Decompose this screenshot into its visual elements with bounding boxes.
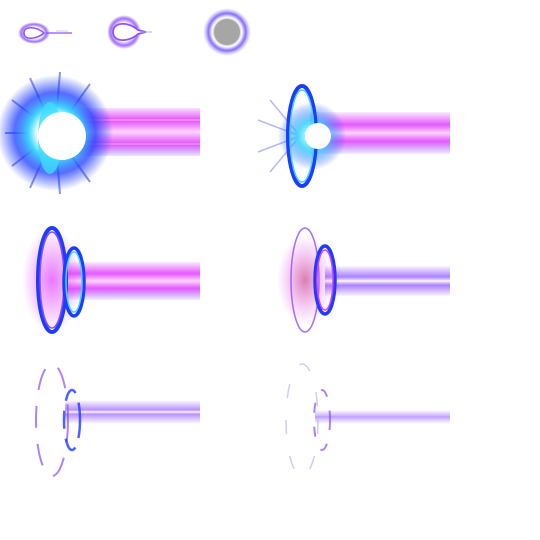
- beam-double-ring-frame: [0, 210, 200, 340]
- beam-thin-ring-frame: [250, 210, 450, 340]
- charge-frames-canvas: [18, 8, 251, 56]
- laser-beam-icon: [257, 84, 450, 188]
- plasma-droplet-icon: [18, 22, 72, 44]
- beam-muzzle-flash-frame: [0, 60, 200, 200]
- charge-frames-row: [0, 0, 540, 60]
- beam-single-ring-frame: [250, 60, 450, 200]
- beam-fading-frame: [0, 350, 200, 480]
- laser-beam-icon: [0, 71, 200, 195]
- laser-beam-icon: [277, 227, 450, 333]
- plasma-droplet-icon: [107, 15, 152, 49]
- plasma-orb-icon: [203, 8, 251, 56]
- laser-beam-icon: [22, 226, 200, 334]
- beam-dissipating-frame: [250, 350, 450, 480]
- laser-beam-icon: [285, 363, 450, 477]
- laser-beam-icon: [35, 363, 200, 477]
